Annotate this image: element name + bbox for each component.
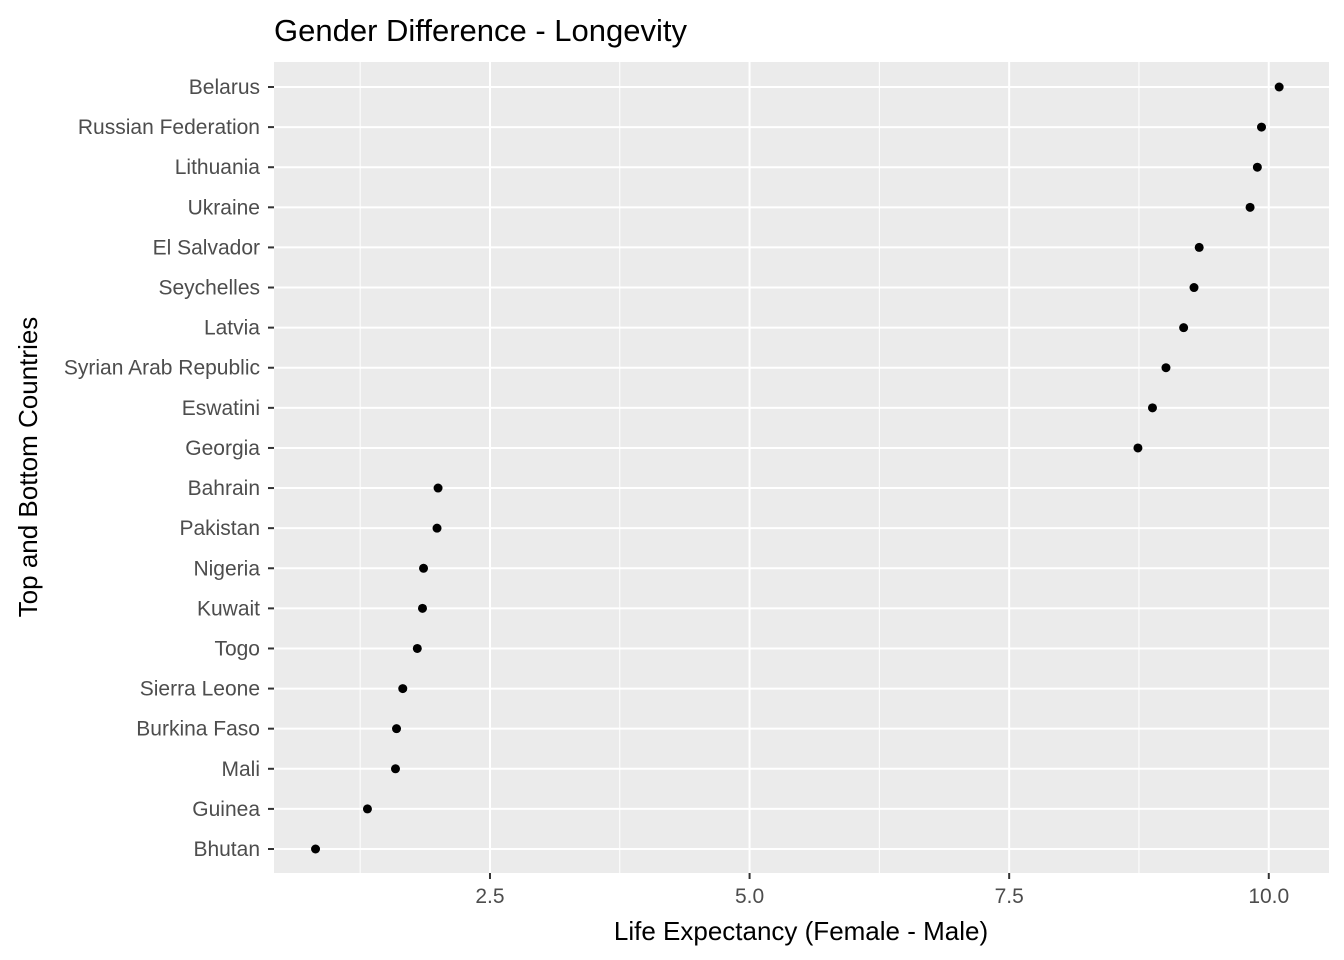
x-tick-label: 2.5: [475, 885, 504, 908]
data-point: [1147, 403, 1157, 413]
y-tick-label: Georgia: [185, 437, 260, 460]
y-tick-label: Lithuania: [175, 156, 261, 179]
data-point: [1245, 202, 1255, 212]
x-tick-label: 10.0: [1248, 885, 1289, 908]
y-tick-label: Sierra Leone: [140, 678, 260, 701]
x-axis-title: Life Expectancy (Female - Male): [614, 916, 988, 946]
y-tick-label: Seychelles: [158, 277, 260, 300]
data-point: [390, 764, 400, 774]
y-tick-label: Kuwait: [197, 597, 260, 620]
data-point: [432, 523, 442, 533]
data-point: [392, 724, 402, 734]
y-axis: Belarus Russian Federation Lithuania Ukrain…: [64, 76, 274, 861]
data-point: [1133, 443, 1143, 453]
data-point: [417, 603, 427, 613]
x-tick-label: 5.0: [735, 885, 764, 908]
y-tick-label: Guinea: [192, 798, 260, 821]
data-point: [412, 643, 422, 653]
x-axis: 2.5 5.0 7.5 10.0: [475, 873, 1289, 908]
y-axis-title: Top and Bottom Countries: [13, 317, 43, 618]
minor-gridlines: [359, 62, 1140, 873]
y-tick-label: Bahrain: [188, 477, 260, 500]
data-point: [1257, 122, 1267, 132]
data-point: [1189, 283, 1199, 293]
data-point: [311, 844, 321, 854]
y-tick-label: Ukraine: [188, 196, 260, 219]
data-point: [419, 563, 429, 573]
y-tick-label: Togo: [214, 637, 260, 660]
x-tick-label: 7.5: [995, 885, 1024, 908]
data-point: [1274, 82, 1284, 92]
y-tick-label: Latvia: [204, 317, 260, 340]
y-tick-label: Bhutan: [193, 838, 260, 861]
data-point: [1179, 323, 1189, 333]
y-tick-label: Syrian Arab Republic: [64, 357, 260, 380]
y-tick-label: Pakistan: [179, 517, 260, 540]
y-tick-label: El Salvador: [153, 236, 260, 259]
plot-panel: [274, 62, 1329, 873]
y-tick-label: Burkina Faso: [136, 718, 260, 741]
y-tick-label: Mali: [221, 758, 260, 781]
major-gridlines: [274, 62, 1329, 873]
data-point: [362, 804, 372, 814]
data-point: [1194, 242, 1204, 252]
data-point: [433, 483, 443, 493]
data-point: [1161, 363, 1171, 373]
y-tick-label: Russian Federation: [78, 116, 260, 139]
data-point: [398, 684, 408, 694]
data-point: [1252, 162, 1262, 172]
y-tick-label: Eswatini: [182, 397, 260, 420]
chart-title: Gender Difference - Longevity: [274, 13, 687, 48]
y-tick-label: Belarus: [189, 76, 260, 99]
data-points: [311, 82, 1284, 854]
y-tick-label: Nigeria: [193, 557, 260, 580]
